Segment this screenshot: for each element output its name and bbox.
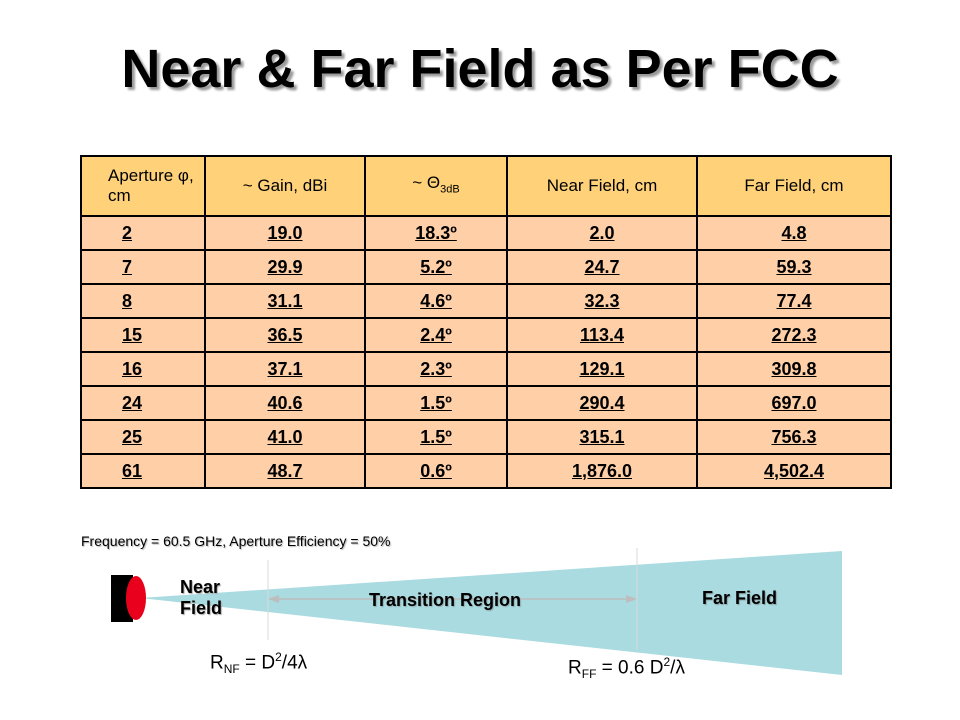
table-row: 16 37.1 2.3º 129.1 309.8 xyxy=(80,351,892,387)
far-field-cell: 697.0 xyxy=(696,385,892,421)
table-row: 7 29.9 5.2º 24.7 59.3 xyxy=(80,249,892,285)
rnf-subscript: NF xyxy=(223,662,240,677)
slide-title: Near & Far Field as Per FCC xyxy=(121,39,839,99)
table-row: 2 19.0 18.3º 2.0 4.8 xyxy=(80,215,892,251)
rff-formula: RFF = 0.6 D2/λ xyxy=(568,655,685,681)
far-field-label: Far Field xyxy=(702,588,778,608)
near-field-cell: 1,876.0 xyxy=(506,453,698,489)
table-row: 15 36.5 2.4º 113.4 272.3 xyxy=(80,317,892,353)
field-table: Aperture φ, cm ~ Gain, dBi ~ Θ3dB Near F… xyxy=(80,155,892,489)
gain-cell: 48.7 xyxy=(204,453,366,489)
aperture-cell: 16 xyxy=(80,351,206,387)
header-theta-subscript: 3dB xyxy=(440,183,460,196)
gain-cell: 29.9 xyxy=(204,249,366,285)
table-row: 25 41.0 1.5º 315.1 756.3 xyxy=(80,419,892,455)
gain-cell: 31.1 xyxy=(204,283,366,319)
far-field-cell: 77.4 xyxy=(696,283,892,319)
aperture-cell: 61 xyxy=(80,453,206,489)
far-field-cell: 272.3 xyxy=(696,317,892,353)
table-row: 24 40.6 1.5º 290.4 697.0 xyxy=(80,385,892,421)
rff-subscript: FF xyxy=(581,667,597,682)
theta-cell: 1.5º xyxy=(364,419,508,455)
near-field-cell: 290.4 xyxy=(506,385,698,421)
aperture-cell: 24 xyxy=(80,385,206,421)
theta-cell: 2.4º xyxy=(364,317,508,353)
header-theta: ~ Θ3dB xyxy=(364,155,508,217)
antenna-lens xyxy=(126,576,146,620)
rff-exponent: 2 xyxy=(663,655,671,669)
aperture-cell: 15 xyxy=(80,317,206,353)
near-field-cell: 24.7 xyxy=(506,249,698,285)
rnf-formula: RNF = D2/4λ xyxy=(210,650,307,676)
table-header-row: Aperture φ, cm ~ Gain, dBi ~ Θ3dB Near F… xyxy=(80,155,892,217)
far-field-cell: 756.3 xyxy=(696,419,892,455)
near-field-cell: 315.1 xyxy=(506,419,698,455)
gain-cell: 19.0 xyxy=(204,215,366,251)
near-field-cell: 2.0 xyxy=(506,215,698,251)
header-theta-label: ~ Θ xyxy=(412,172,441,192)
table-row: 8 31.1 4.6º 32.3 77.4 xyxy=(80,283,892,319)
theta-cell: 18.3º xyxy=(364,215,508,251)
theta-cell: 5.2º xyxy=(364,249,508,285)
header-near-field: Near Field, cm xyxy=(506,155,698,217)
rnf-exponent: 2 xyxy=(275,650,282,664)
gain-cell: 41.0 xyxy=(204,419,366,455)
aperture-cell: 2 xyxy=(80,215,206,251)
transition-arrow-right xyxy=(626,595,637,603)
table-body: 2 19.0 18.3º 2.0 4.8 7 29.9 5.2º 24.7 59.3 8 31.1 4.… xyxy=(80,215,892,489)
near-field-cell: 129.1 xyxy=(506,351,698,387)
table-row: 61 48.7 0.6º 1,876.0 4,502.4 xyxy=(80,453,892,489)
aperture-cell: 8 xyxy=(80,283,206,319)
aperture-cell: 7 xyxy=(80,249,206,285)
rff-symbol: R xyxy=(568,657,582,679)
near-field-label: Near Field xyxy=(180,577,240,619)
far-field-cell: 4.8 xyxy=(696,215,892,251)
theta-cell: 2.3º xyxy=(364,351,508,387)
gain-cell: 37.1 xyxy=(204,351,366,387)
transition-arrow-left xyxy=(268,595,279,603)
header-far-field: Far Field, cm xyxy=(696,155,892,217)
far-field-cell: 309.8 xyxy=(696,351,892,387)
frequency-note: Frequency = 60.5 GHz, Aperture Efficienc… xyxy=(81,533,391,549)
rnf-middle: = D xyxy=(239,652,276,674)
header-gain: ~ Gain, dBi xyxy=(204,155,366,217)
rnf-symbol: R xyxy=(210,652,224,674)
rff-end: /λ xyxy=(670,657,685,679)
rnf-end: /4λ xyxy=(281,652,308,674)
theta-cell: 0.6º xyxy=(364,453,508,489)
transition-region-label: Transition Region xyxy=(369,590,522,610)
field-region-diagram xyxy=(111,548,842,675)
near-field-cell: 32.3 xyxy=(506,283,698,319)
aperture-cell: 25 xyxy=(80,419,206,455)
gain-cell: 36.5 xyxy=(204,317,366,353)
theta-cell: 4.6º xyxy=(364,283,508,319)
gain-cell: 40.6 xyxy=(204,385,366,421)
header-aperture: Aperture φ, cm xyxy=(80,155,206,217)
rff-middle: = 0.6 D xyxy=(596,657,664,679)
near-field-text: Near Field xyxy=(180,577,223,618)
theta-cell: 1.5º xyxy=(364,385,508,421)
far-field-cell: 59.3 xyxy=(696,249,892,285)
far-field-cell: 4,502.4 xyxy=(696,453,892,489)
beam-cone xyxy=(140,551,842,675)
near-field-cell: 113.4 xyxy=(506,317,698,353)
